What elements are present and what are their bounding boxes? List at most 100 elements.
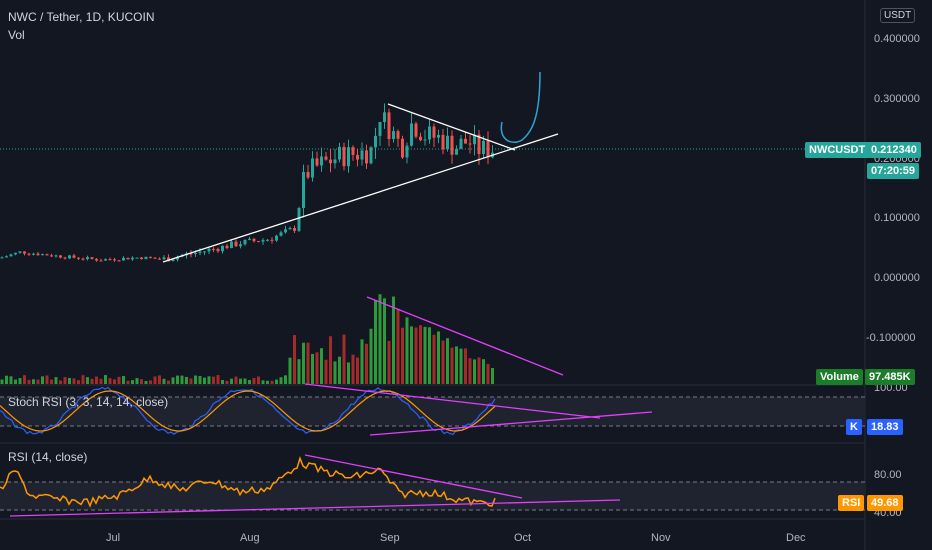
volume-bar bbox=[437, 331, 440, 384]
candle-body bbox=[266, 239, 269, 241]
candlesticks[interactable] bbox=[0, 103, 495, 262]
candle-body bbox=[198, 251, 202, 253]
candle-body bbox=[441, 134, 445, 150]
volume-bar bbox=[410, 326, 413, 384]
volume-trendline[interactable] bbox=[366, 296, 564, 376]
volume-bar bbox=[180, 375, 184, 384]
volume-bar bbox=[401, 327, 404, 384]
candle-body bbox=[477, 134, 481, 155]
volume-bar bbox=[212, 376, 215, 384]
symbol-tag: NWCUSDT bbox=[805, 142, 870, 158]
rsi-legend[interactable]: RSI (14, close) bbox=[8, 450, 88, 464]
projection-path[interactable] bbox=[500, 71, 541, 143]
candle-body bbox=[95, 258, 98, 261]
volume-bar bbox=[468, 358, 472, 384]
candle-body bbox=[383, 112, 386, 122]
volume-bar bbox=[198, 376, 202, 384]
volume-bar bbox=[302, 342, 305, 384]
volume-bar bbox=[41, 376, 44, 384]
candle-body bbox=[410, 123, 413, 146]
candle-body bbox=[216, 248, 220, 252]
volume-bar bbox=[347, 362, 350, 384]
volume-bar bbox=[419, 325, 422, 384]
candle-body bbox=[63, 257, 67, 259]
volume-bar bbox=[315, 352, 319, 384]
volume-bar bbox=[248, 380, 251, 384]
volume-bar bbox=[266, 380, 269, 384]
price-tick: 0.100000 bbox=[874, 212, 920, 224]
volume-bar bbox=[36, 379, 40, 384]
volume-bar bbox=[99, 378, 103, 384]
candle-body bbox=[86, 257, 89, 260]
candle-body bbox=[23, 251, 26, 254]
candle-body bbox=[279, 232, 283, 236]
volume-bar bbox=[441, 340, 445, 384]
candle-body bbox=[135, 257, 139, 259]
volume-bar bbox=[104, 375, 107, 384]
candle-body bbox=[297, 208, 301, 231]
volume-bar bbox=[360, 339, 364, 384]
symbol-title[interactable]: NWC / Tether, 1D, KUCOIN bbox=[8, 10, 155, 24]
candle-body bbox=[419, 136, 422, 141]
volume-bar bbox=[14, 379, 17, 384]
stoch-k-tag-value: 18.83 bbox=[867, 419, 903, 435]
volume-bars bbox=[0, 294, 494, 384]
volume-bar bbox=[140, 379, 143, 384]
price-tag: 0.212340 bbox=[867, 142, 921, 158]
stoch-ascending-trendline[interactable] bbox=[369, 411, 653, 436]
candle-body bbox=[32, 253, 35, 255]
candle-body bbox=[54, 255, 58, 257]
volume-bar bbox=[90, 378, 94, 384]
volume-bar bbox=[117, 376, 121, 384]
countdown-tag: 07:20:59 bbox=[867, 163, 920, 179]
candle-body bbox=[311, 158, 314, 178]
candle-body bbox=[356, 154, 359, 160]
volume-bar bbox=[86, 377, 89, 384]
candle-body bbox=[72, 255, 76, 258]
candle-body bbox=[194, 252, 197, 255]
ascending-trendline[interactable] bbox=[162, 133, 559, 263]
volume-bar bbox=[171, 377, 175, 384]
candle-body bbox=[77, 257, 80, 259]
rsi-descending-trendline[interactable] bbox=[304, 454, 523, 499]
candle-body bbox=[117, 260, 121, 262]
candle-body bbox=[81, 258, 85, 260]
candle-body bbox=[257, 241, 260, 243]
volume-bar bbox=[5, 375, 8, 384]
volume-bar bbox=[225, 380, 229, 384]
volume-bar bbox=[162, 378, 166, 384]
candle-body bbox=[342, 146, 346, 167]
candle-body bbox=[482, 140, 485, 155]
rsi-ascending-trendline[interactable] bbox=[9, 499, 621, 517]
currency-switch-button[interactable]: USDT bbox=[880, 8, 916, 23]
descending-trendline[interactable] bbox=[387, 103, 516, 151]
candle-body bbox=[306, 172, 310, 178]
stoch-descending-trendline[interactable] bbox=[304, 383, 601, 419]
volume-legend[interactable]: Vol bbox=[8, 28, 25, 42]
candle-body bbox=[18, 251, 22, 253]
volume-bar bbox=[279, 377, 283, 384]
stoch-legend[interactable]: Stoch RSI (3, 3, 14, 14, close) bbox=[8, 395, 169, 409]
candle-body bbox=[293, 227, 296, 231]
candle-body bbox=[414, 123, 418, 137]
volume-bar bbox=[32, 379, 35, 384]
volume-bar bbox=[405, 317, 409, 384]
candle-body bbox=[239, 244, 242, 247]
candle-body bbox=[90, 257, 94, 259]
volume-bar bbox=[126, 380, 130, 384]
volume-bar bbox=[369, 328, 373, 384]
volume-bar bbox=[72, 378, 76, 384]
volume-bar bbox=[9, 376, 13, 384]
volume-bar bbox=[473, 359, 476, 384]
candle-body bbox=[50, 255, 53, 257]
candle-body bbox=[0, 257, 4, 259]
volume-bar bbox=[113, 379, 116, 384]
volume-bar bbox=[108, 378, 112, 384]
candle-body bbox=[45, 254, 49, 256]
candle-body bbox=[351, 147, 355, 155]
candle-body bbox=[207, 248, 211, 252]
volume-bar bbox=[131, 380, 134, 384]
candle-body bbox=[153, 257, 157, 259]
volume-bar bbox=[95, 376, 98, 384]
